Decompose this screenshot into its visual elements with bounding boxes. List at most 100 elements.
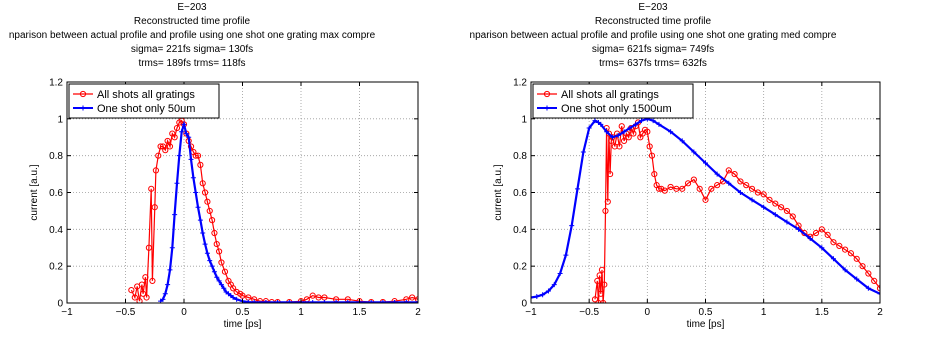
chart-title-line: Reconstructed time profile [595, 16, 712, 27]
data-point [321, 299, 327, 303]
y-tick-label: 0.6 [49, 188, 63, 199]
data-point [853, 255, 860, 262]
chart-1: E−203 Reconstructed time profile nparison … [9, 2, 421, 330]
y-tick-label: 0.6 [513, 188, 527, 199]
x-tick-label: 1.5 [815, 307, 829, 318]
data-point [391, 298, 398, 303]
data-point [607, 170, 614, 178]
y-tick-label: 1.2 [49, 78, 63, 89]
data-point [534, 294, 540, 300]
data-point [597, 290, 604, 297]
x-tick-label: −1 [525, 307, 537, 318]
data-point [131, 294, 138, 301]
y-tick-label: 0.8 [49, 151, 63, 162]
data-point [618, 123, 625, 130]
chart-2: E−203 Reconstructed time profile nparison … [470, 2, 884, 330]
data-point [812, 229, 820, 237]
data-point [157, 143, 164, 150]
data-point [195, 204, 201, 210]
data-point [201, 189, 209, 196]
data-point [165, 282, 171, 288]
data-point [218, 259, 225, 266]
data-point [644, 128, 651, 135]
data-point [743, 182, 750, 189]
x-tick-label: 0 [181, 307, 187, 318]
data-point [139, 290, 147, 297]
series-2 [158, 120, 418, 303]
y-tick-label: 0 [521, 299, 527, 310]
data-point [415, 299, 418, 303]
data-point [138, 281, 145, 288]
data-point [877, 291, 880, 297]
data-point [166, 143, 174, 150]
legend-label: All shots all gratings [561, 89, 659, 101]
data-point [749, 197, 755, 203]
data-point [251, 299, 257, 303]
data-point [403, 299, 409, 303]
data-point [162, 291, 168, 297]
data-point [392, 299, 398, 303]
data-point [596, 272, 603, 279]
data-point [586, 125, 592, 131]
data-point [648, 152, 656, 159]
x-tick-label: 2 [877, 307, 883, 318]
data-point [173, 124, 181, 132]
chart-title-line: nparison between actual profile and prof… [470, 30, 837, 41]
data-point [181, 121, 187, 127]
data-point [315, 294, 322, 301]
data-point [601, 281, 608, 288]
legend: All shots all gratings One shot only 50um [68, 83, 220, 119]
data-point [230, 294, 236, 300]
data-point [204, 250, 210, 256]
data-point [557, 271, 563, 277]
legend-label: One shot only 50um [97, 103, 195, 115]
data-point [824, 231, 831, 238]
data-point [152, 167, 160, 174]
data-point [830, 239, 837, 246]
data-point [563, 252, 569, 258]
chart-title-line: nparison between actual profile and prof… [9, 30, 376, 41]
data-point [263, 299, 269, 303]
x-tick-label: −1 [61, 307, 73, 318]
data-point [703, 160, 708, 166]
data-point [836, 242, 843, 250]
data-point [230, 285, 237, 292]
data-point [591, 296, 599, 303]
data-point [737, 178, 744, 185]
chart-title-line: trms= 189fs trms= 118fs [138, 58, 245, 69]
data-point [691, 149, 697, 155]
data-point [200, 230, 206, 236]
data-point [221, 285, 227, 291]
data-point [380, 299, 386, 303]
data-point [854, 276, 860, 282]
x-tick-label: 2 [415, 307, 421, 318]
data-point [633, 121, 639, 127]
data-point [310, 299, 316, 303]
data-point [218, 282, 224, 288]
x-tick-label: 1 [298, 307, 304, 318]
y-axis-label: current [a.u.] [493, 164, 504, 220]
x-tick-label: −0.5 [116, 307, 136, 318]
data-point [625, 134, 632, 141]
chart-title-line: E−203 [177, 2, 207, 13]
x-tick-label: −0.5 [579, 307, 599, 318]
data-point [216, 248, 223, 255]
data-point [148, 185, 155, 192]
data-point [545, 288, 551, 294]
data-point [842, 246, 849, 253]
data-point [286, 299, 292, 303]
data-point [194, 152, 202, 159]
data-point [761, 204, 767, 210]
data-point [155, 152, 162, 159]
data-point [551, 282, 557, 288]
data-point [208, 217, 216, 224]
data-point [197, 161, 204, 168]
data-point [183, 131, 189, 137]
data-point [171, 134, 178, 141]
data-point [783, 207, 791, 215]
data-point [598, 121, 604, 127]
legend-label: All shots all gratings [97, 89, 195, 101]
y-tick-label: 1 [57, 114, 63, 125]
y-tick-label: 0.2 [49, 262, 63, 273]
data-point [737, 190, 743, 195]
